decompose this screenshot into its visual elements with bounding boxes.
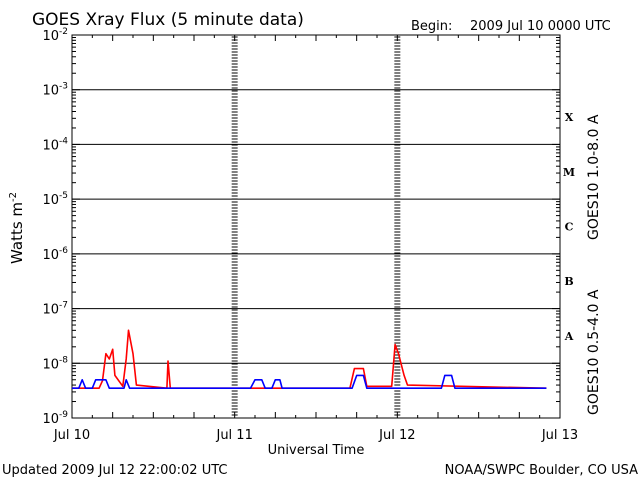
grid (72, 36, 560, 416)
y-axis-label: Watts m-2 (8, 192, 26, 264)
y-tick-exponent: -9 (59, 410, 68, 420)
y-tick-label: 10-8 (42, 355, 68, 372)
y-tick-base: 10 (42, 248, 59, 263)
y-tick-exponent: -2 (59, 27, 68, 37)
flare-class-labels: X M C B A (563, 111, 575, 343)
y-tick-base: 10 (42, 357, 59, 372)
legend-long-channel: GOES10 1.0-8.0 A (586, 114, 602, 240)
x-axis: Jul 10 Jul 11 Jul 12 Jul 13 (53, 35, 578, 443)
series-short-channel-line (72, 374, 547, 390)
flare-class-b: B (564, 275, 573, 288)
y-axis-label-exponent: -2 (8, 192, 19, 202)
begin-label: Begin: (411, 19, 452, 34)
y-tick-exponent: -4 (59, 136, 68, 146)
y-tick-exponent: -5 (59, 191, 68, 201)
plot-frame (71, 34, 561, 419)
y-tick-label: 10-2 (42, 27, 68, 44)
x-tick-label: Jul 10 (53, 428, 90, 443)
y-tick-base: 10 (42, 303, 59, 318)
y-tick-label: 10-7 (42, 301, 68, 318)
y-tick-label: 10-9 (42, 410, 68, 427)
y-tick-exponent: -7 (59, 301, 68, 311)
x-tick-label: Jul 12 (378, 428, 415, 443)
x-tick-label: Jul 11 (215, 428, 252, 443)
data-source: NOAA/SWPC Boulder, CO USA (445, 463, 638, 478)
x-tick-label: Jul 13 (541, 428, 578, 443)
y-tick-label: 10-6 (42, 246, 68, 263)
flare-class-c: C (565, 221, 574, 234)
series (72, 329, 547, 390)
y-tick-exponent: -8 (59, 355, 68, 365)
updated-timestamp: Updated 2009 Jul 12 22:00:02 UTC (2, 463, 227, 478)
flare-class-x: X (565, 111, 574, 124)
flare-class-a: A (564, 330, 574, 343)
y-tick-exponent: -6 (59, 246, 68, 256)
flare-class-m: M (563, 166, 575, 179)
legend-short-channel: GOES10 0.5-4.0 A (586, 289, 602, 415)
y-tick-base: 10 (42, 138, 59, 153)
y-tick-base: 10 (42, 84, 59, 99)
y-tick-label: 10-4 (42, 136, 68, 153)
y-tick-exponent: -3 (59, 82, 68, 92)
y-axis-label-base: Watts m (8, 202, 26, 264)
y-tick-label: 10-5 (42, 191, 68, 208)
y-axis: 10-210-310-410-510-610-710-810-9 (42, 27, 560, 427)
begin-value: 2009 Jul 10 0000 UTC (470, 19, 611, 34)
y-tick-base: 10 (42, 193, 59, 208)
x-axis-label: Universal Time (268, 443, 365, 458)
y-tick-base: 10 (42, 29, 59, 44)
y-tick-base: 10 (42, 412, 59, 427)
series-long-channel-line (72, 329, 547, 390)
chart-title: GOES Xray Flux (5 minute data) (32, 10, 304, 30)
y-tick-label: 10-3 (42, 82, 68, 99)
